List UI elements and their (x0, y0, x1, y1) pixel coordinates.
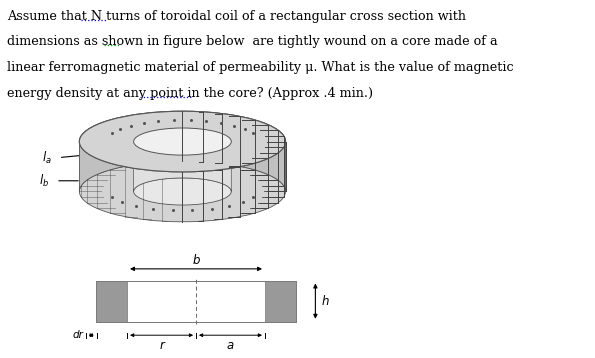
Bar (265, 281, 296, 321)
Text: a: a (227, 339, 234, 352)
Text: b: b (192, 254, 200, 267)
Ellipse shape (79, 161, 286, 222)
PathPatch shape (79, 111, 286, 192)
Text: Assume that N turns of toroidal coil of a rectangular cross section with: Assume that N turns of toroidal coil of … (7, 10, 466, 23)
PathPatch shape (134, 128, 231, 192)
Ellipse shape (79, 111, 286, 172)
Text: dr: dr (72, 330, 83, 340)
Bar (96, 281, 296, 321)
Ellipse shape (134, 178, 231, 205)
Bar (96, 281, 127, 321)
Ellipse shape (79, 111, 286, 172)
Ellipse shape (134, 128, 231, 155)
Text: energy density at any point in the core? (Approx .4 min.): energy density at any point in the core?… (7, 87, 373, 100)
Ellipse shape (134, 128, 231, 155)
Text: linear ferromagnetic material of permeability μ. What is the value of magnetic: linear ferromagnetic material of permeab… (7, 61, 514, 74)
Text: $l_a$: $l_a$ (42, 150, 52, 166)
Text: dimensions as shown in figure below  are tightly wound on a core made of a: dimensions as shown in figure below are … (7, 35, 498, 48)
Text: r: r (159, 339, 164, 352)
Text: $l_b$: $l_b$ (39, 173, 49, 189)
Text: h: h (322, 295, 330, 308)
